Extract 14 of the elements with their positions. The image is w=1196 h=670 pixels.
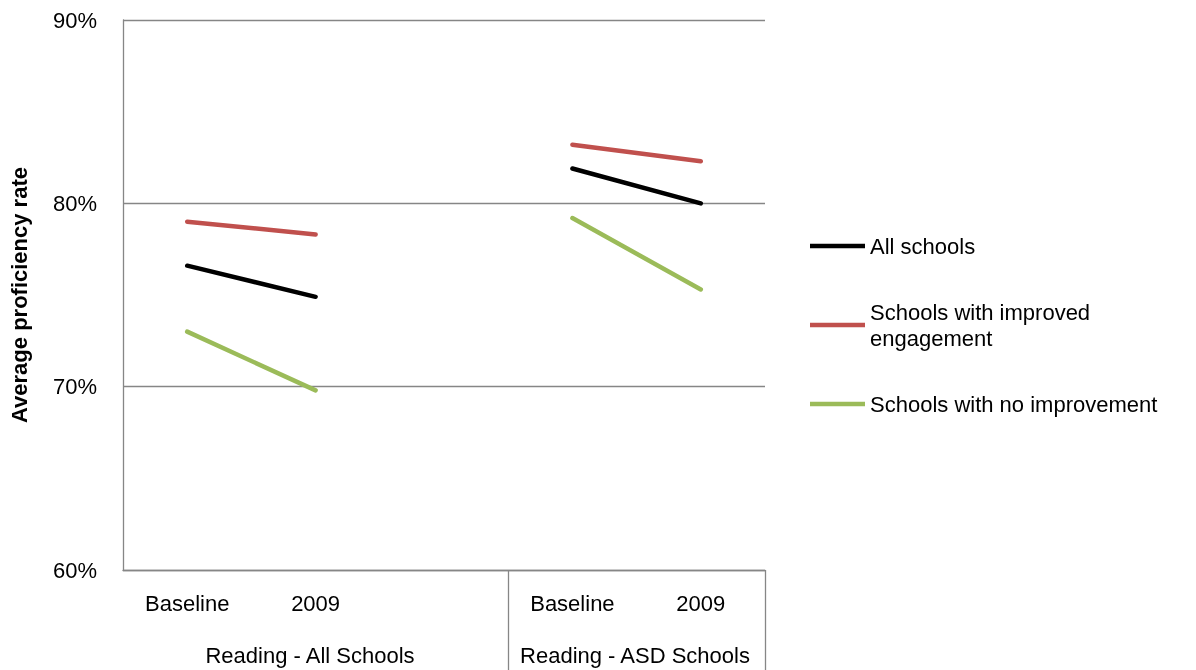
y-tick-label: 90% <box>52 7 97 33</box>
x-tick-label: Baseline <box>530 590 615 616</box>
x-tick-label: 2009 <box>676 590 726 616</box>
x-tick-label: 2009 <box>291 590 341 616</box>
legend-label: Schools with improved engagement <box>870 299 1097 351</box>
y-tick-label: 60% <box>52 557 97 583</box>
y-tick-label: 80% <box>52 190 97 216</box>
x-tick-label: Baseline <box>145 590 230 616</box>
legend-label: All schools <box>870 233 976 259</box>
y-tick-label: 70% <box>52 374 97 400</box>
legend-label: Schools with no improvement <box>870 391 1158 417</box>
text: Reading - All Schools <box>205 642 415 668</box>
text: Reading - ASD Schools <box>520 642 750 668</box>
y-axis-title: Average proficiency rate <box>6 167 32 423</box>
